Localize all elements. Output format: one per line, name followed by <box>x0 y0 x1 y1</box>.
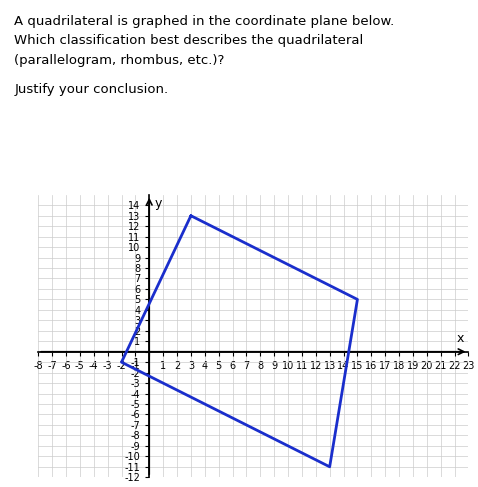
Text: A quadrilateral is graphed in the coordinate plane below.: A quadrilateral is graphed in the coordi… <box>14 15 395 28</box>
Text: Justify your conclusion.: Justify your conclusion. <box>14 83 168 96</box>
Text: (parallelogram, rhombus, etc.)?: (parallelogram, rhombus, etc.)? <box>14 54 225 67</box>
Text: Which classification best describes the quadrilateral: Which classification best describes the … <box>14 34 364 47</box>
Text: y: y <box>155 197 162 210</box>
Text: x: x <box>457 333 464 345</box>
